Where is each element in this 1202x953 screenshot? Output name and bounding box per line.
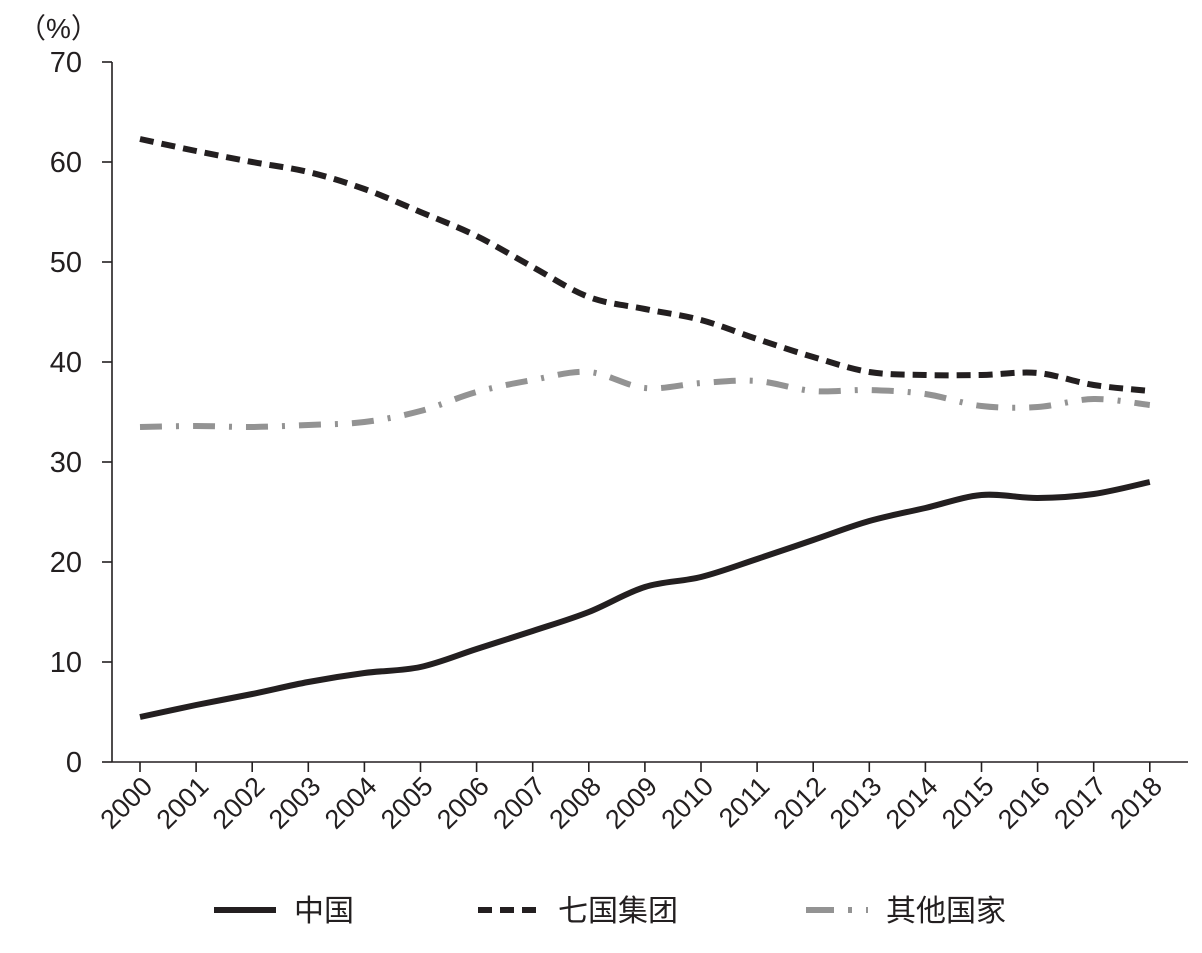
series-layer <box>139 136 1151 720</box>
legend-label-g7: 七国集团 <box>558 894 678 929</box>
x-tick-label: 2018 <box>1104 771 1168 835</box>
x-tick-label: 2003 <box>263 771 327 835</box>
x-tick-label: 2001 <box>151 771 215 835</box>
x-tick-label: 2015 <box>936 771 1000 835</box>
y-tick-label: 40 <box>50 347 82 379</box>
x-tick-label: 2009 <box>599 771 663 835</box>
x-tick-label: 2012 <box>768 771 832 835</box>
y-tick-label: 30 <box>50 447 82 479</box>
x-tick-label: 2006 <box>431 771 495 835</box>
legend-label-china: 中国 <box>294 894 354 929</box>
axes: 0102030405060702000200120022003200420052… <box>50 47 1188 835</box>
x-tick-label: 2002 <box>207 771 271 835</box>
y-tick-label: 60 <box>50 147 82 179</box>
x-tick-label: 2007 <box>487 771 551 835</box>
x-tick-label: 2005 <box>375 771 439 835</box>
y-tick-label: 10 <box>50 647 82 679</box>
x-tick-label: 2008 <box>543 771 607 835</box>
legend: 中国 七国集团 其他国家 <box>214 894 1006 929</box>
x-tick-label: 2010 <box>656 771 720 835</box>
x-tick-label: 2013 <box>824 771 888 835</box>
x-tick-label: 2014 <box>880 771 944 835</box>
legend-label-others: 其他国家 <box>886 894 1006 929</box>
x-tick-label: 2004 <box>319 771 383 835</box>
y-tick-label: 50 <box>50 247 82 279</box>
x-tick-label: 2017 <box>1048 771 1112 835</box>
x-tick-label: 2000 <box>95 771 159 835</box>
y-tick-label: 70 <box>50 47 82 79</box>
y-axis-unit-label: （%） <box>18 13 99 44</box>
series-line-china <box>139 479 1151 720</box>
x-tick-label: 2011 <box>713 771 775 833</box>
y-tick-label: 20 <box>50 547 82 579</box>
y-tick-label: 0 <box>66 747 82 779</box>
series-line-others <box>139 368 1151 431</box>
series-line-g7 <box>139 136 1151 394</box>
x-tick-label: 2016 <box>992 771 1056 835</box>
